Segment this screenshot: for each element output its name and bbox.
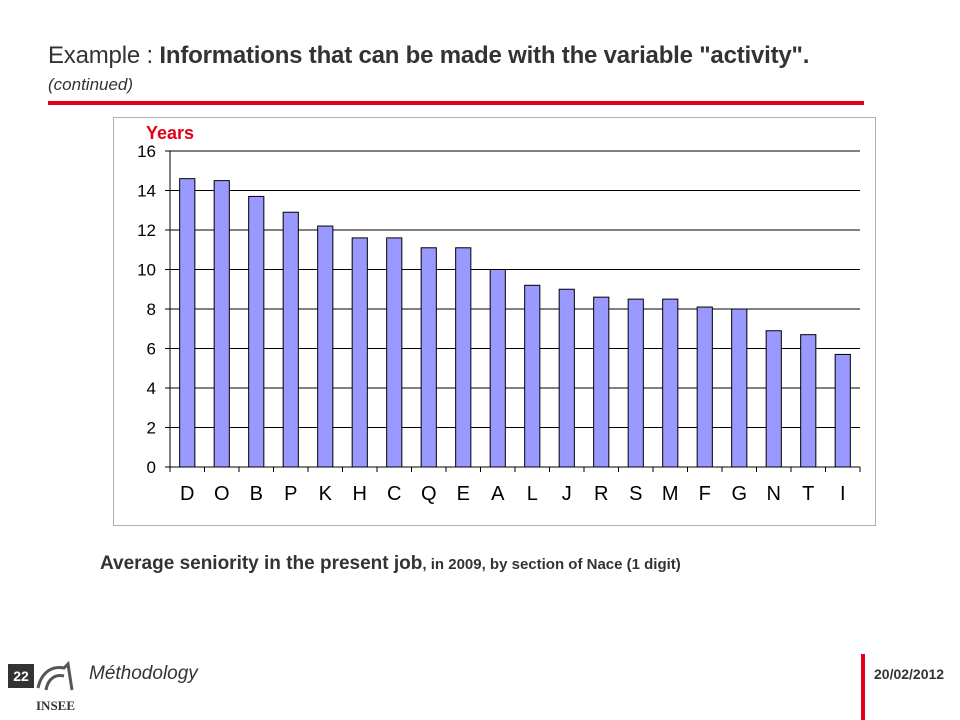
y-tick-label: 0 [147,458,156,477]
bar-O [213,180,230,468]
bar-K [317,225,334,468]
y-tick-label: 16 [137,142,156,161]
title-bold: Informations that can be made with the v… [159,42,810,69]
y-tick-label: 4 [147,379,156,398]
y-tick-label: 14 [137,182,156,201]
bar-N [765,330,782,468]
x-tick-label-N: N [767,483,781,505]
x-tick-label-T: T [802,483,814,505]
bar-F [696,306,713,468]
x-tick-label-R: R [594,483,608,505]
bar-H [351,237,368,468]
page-number: 22 [8,664,34,688]
x-tick-label-C: C [387,483,401,505]
bar-B [248,195,265,468]
bar-I [834,353,851,468]
x-tick-label-J: J [562,483,572,505]
title-underline [48,101,864,105]
bar-C [386,237,403,468]
x-tick-label-E: E [457,483,470,505]
x-tick-label-L: L [527,483,538,505]
bar-chart: 0 2 4 6 8 10 12 14 16 D O B P K H C Q E A L J R S M F G N T I Years [137,123,861,505]
y-tick-label: 6 [147,340,156,359]
tick-labels: 0 2 4 6 8 10 12 14 16 D O B P K H C Q E A L J R S M F G N T I [137,142,845,505]
x-tick-label-B: B [250,483,263,505]
footer-label: Méthodology [89,663,198,684]
logo-text: INSEE [36,698,75,713]
bar-E [455,247,472,468]
bar-G [731,308,748,468]
chart-caption: Average seniority in the present job, in… [100,553,681,575]
slide-subtitle: (continued) [48,75,134,94]
y-tick-label: 2 [147,419,156,438]
x-tick-label-Q: Q [421,483,437,505]
x-tick-label-M: M [662,483,679,505]
slide-title: Example : Informations that can be made … [48,42,809,70]
x-tick-label-P: P [284,483,297,505]
x-tick-label-H: H [353,483,367,505]
x-tick-label-G: G [731,483,747,505]
bar-S [627,298,644,468]
title-prefix: Example : [48,42,160,69]
y-tick-label: 8 [147,300,156,319]
x-tick-label-O: O [214,483,230,505]
grid-lines [170,150,860,428]
caption-detail: , in 2009, by section of Nace (1 digit) [422,556,681,573]
chart-frame: 0 2 4 6 8 10 12 14 16 D O B P K H C Q E A L J R S M F G N T I Years [113,117,876,526]
x-tick-label-S: S [629,483,642,505]
axes [165,150,861,472]
caption-main: Average seniority in the present job [100,553,423,574]
y-tick-label: 10 [137,261,156,280]
bar-A [489,269,506,468]
footer-date: 20/02/2012 [874,666,945,682]
bar-P [282,211,299,468]
footer-divider [861,654,865,720]
insee-logo: INSEE [36,660,75,713]
bars [179,178,851,468]
x-tick-label-F: F [699,483,711,505]
y-tick-label: 12 [137,221,156,240]
x-tick-label-K: K [319,483,333,505]
bar-J [558,288,575,468]
bar-L [524,284,541,468]
x-tick-label-D: D [180,483,194,505]
bar-D [179,178,196,468]
bar-R [593,296,610,468]
y-axis-title: Years [146,123,194,143]
x-tick-label-A: A [491,483,505,505]
bar-T [800,334,817,468]
bar-Q [420,247,437,468]
x-tick-label-I: I [840,483,846,505]
bar-M [662,298,679,468]
